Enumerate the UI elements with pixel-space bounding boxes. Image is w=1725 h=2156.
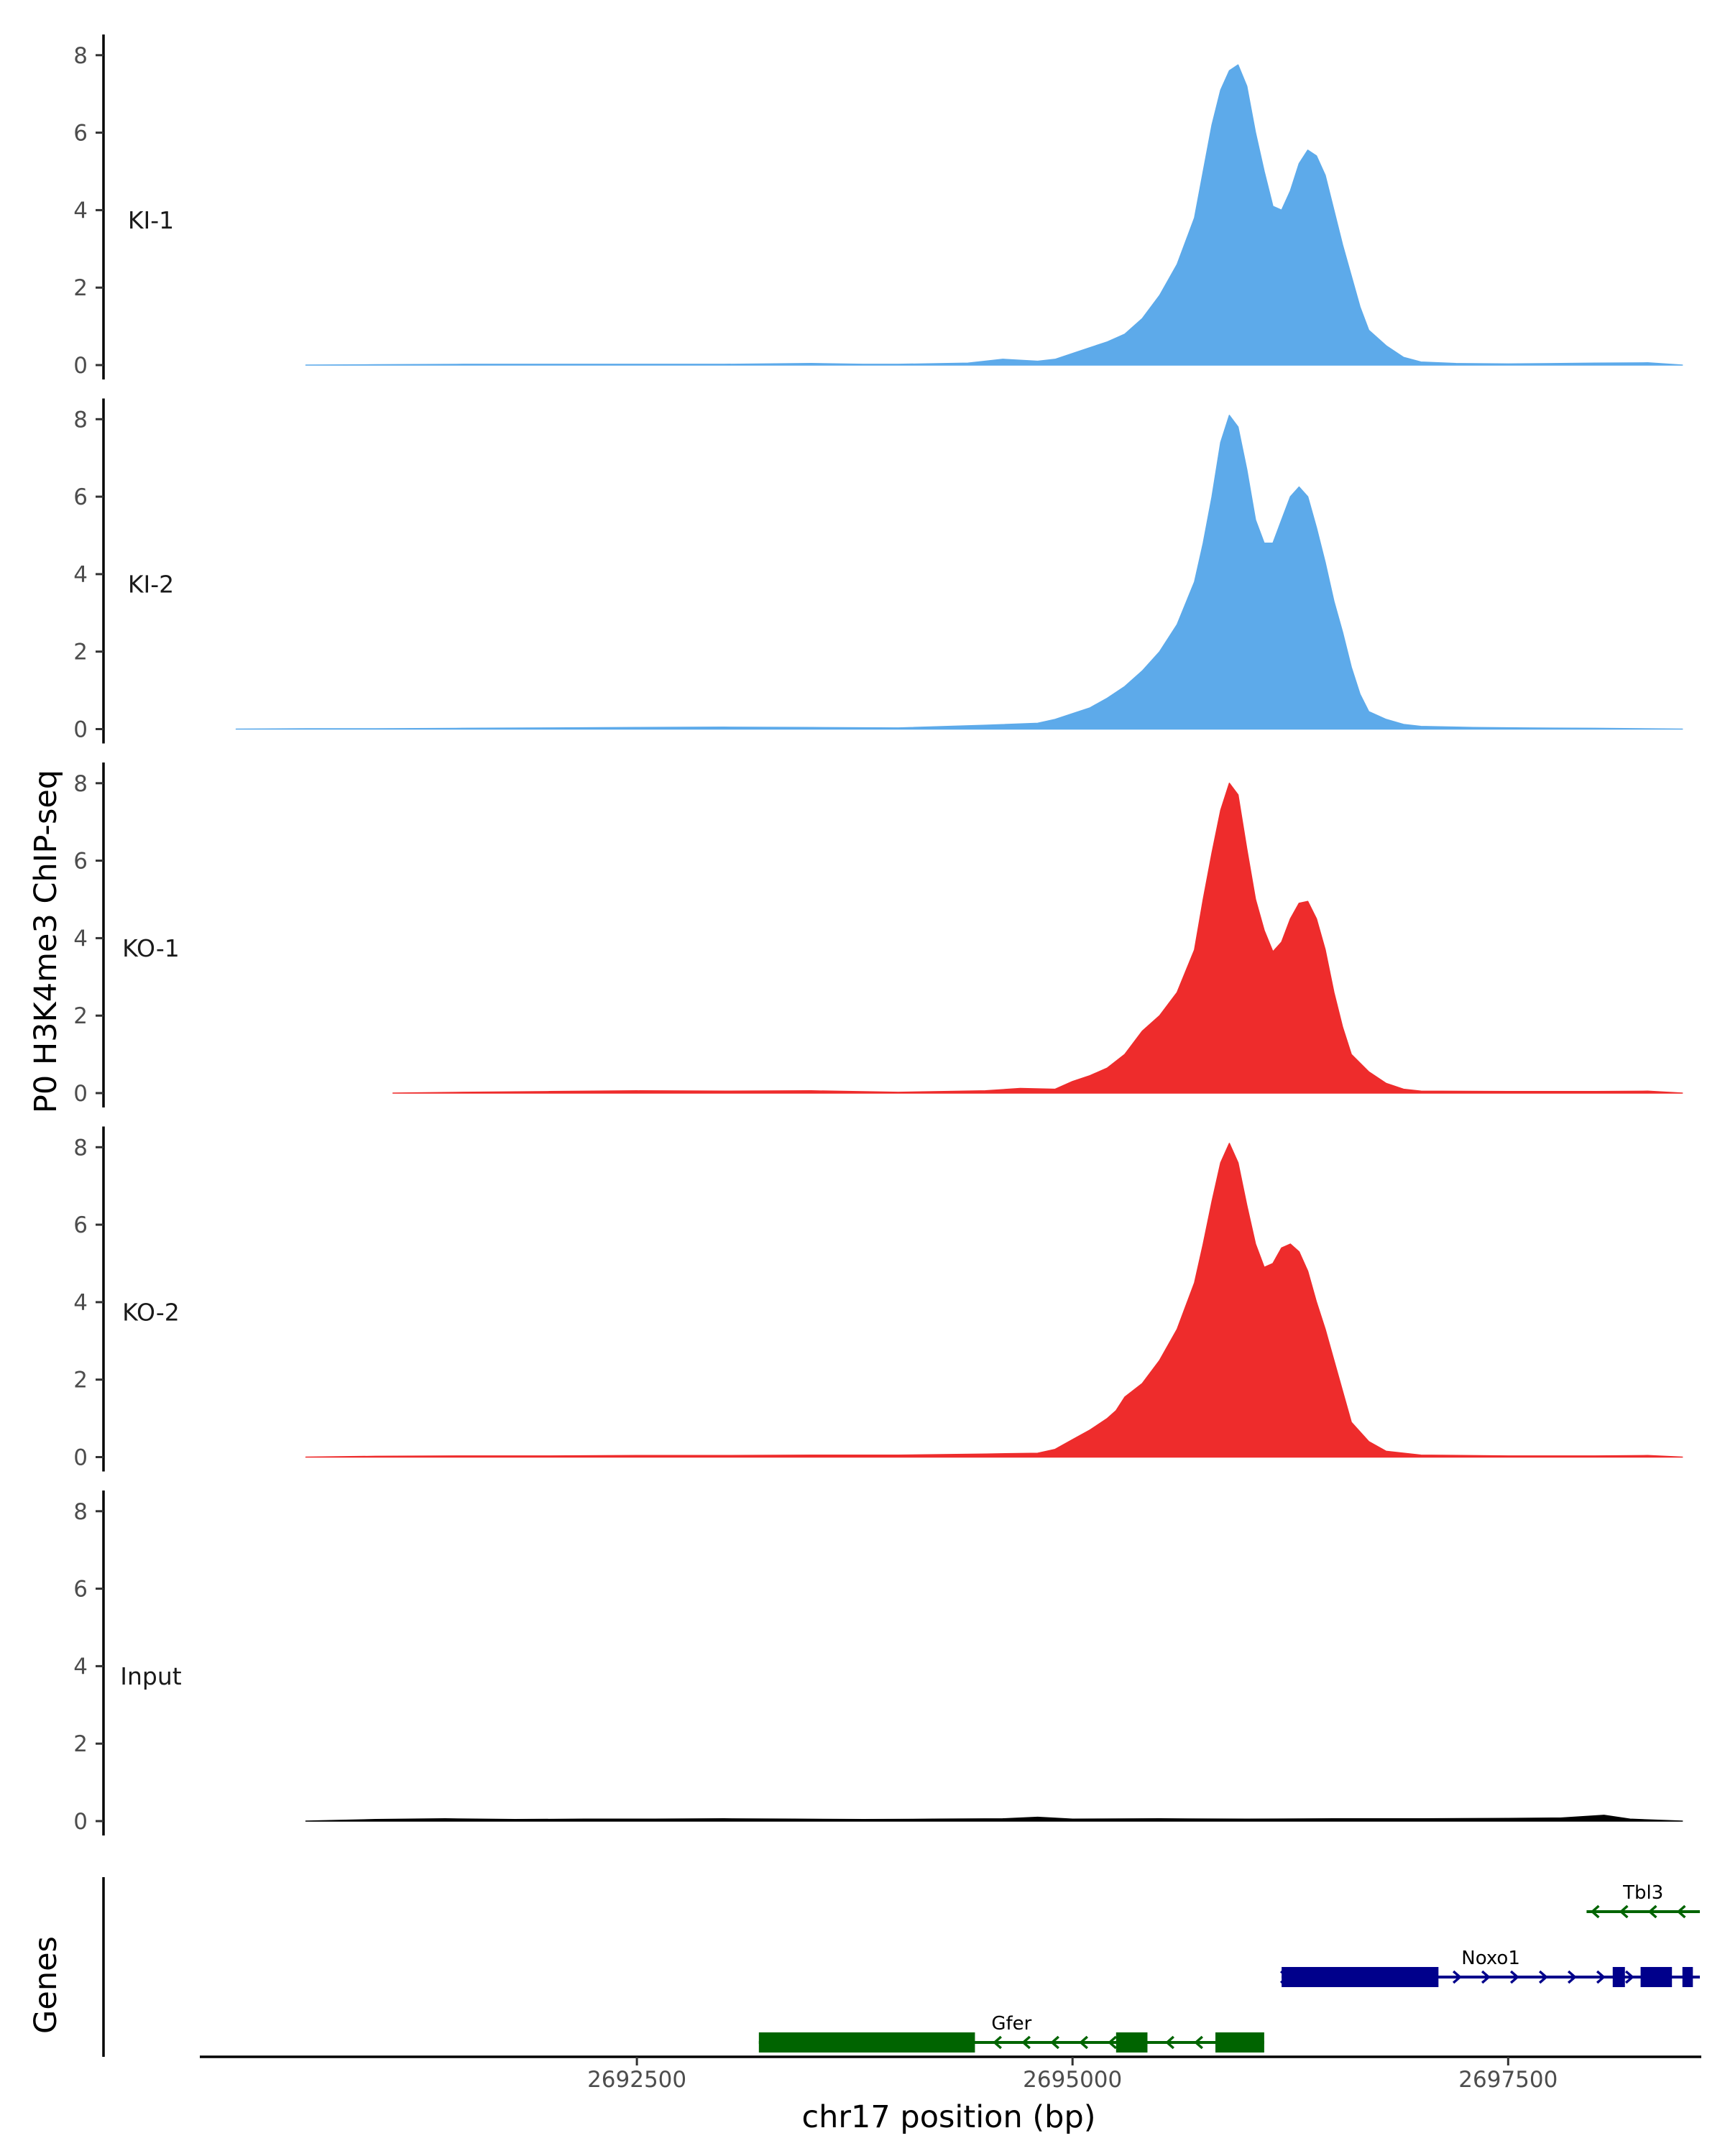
y-tick-label: 2 [73, 1731, 88, 1757]
strand-arrow [1050, 2035, 1059, 2050]
coverage-area [235, 415, 1683, 730]
strand-arrow [1538, 1970, 1548, 1984]
strand-arrow [1021, 2035, 1031, 2050]
coverage-area [392, 783, 1683, 1094]
gene-name-label: Noxo1 [1461, 1948, 1520, 1969]
gene-model: Gfer [758, 2013, 1264, 2053]
y-tick-label: 4 [73, 198, 88, 224]
genes-axis-title: Genes [28, 1936, 64, 2034]
track-label: KO-2 [122, 1299, 180, 1327]
y-tick-label: 4 [73, 562, 88, 588]
gene-name-label: Gfer [991, 2013, 1031, 2035]
gene-model: Noxo1 [1279, 1948, 1700, 1987]
exon [1640, 1967, 1673, 1987]
strand-arrow [1624, 1970, 1634, 1984]
y-tick-label: 6 [73, 484, 88, 510]
y-tick-label: 4 [73, 926, 88, 952]
track-label: KO-1 [122, 934, 180, 962]
coverage-area [305, 64, 1683, 366]
coverage-area [305, 1815, 1683, 1822]
track-label: Input [120, 1662, 182, 1690]
strand-arrow [1509, 1970, 1519, 1984]
gene-model: Tbl3 [1586, 1882, 1700, 1919]
strand-arrow [1619, 1904, 1629, 1919]
strand-arrow [1108, 2035, 1117, 2050]
coverage-area [305, 1143, 1683, 1458]
track-panel: 0 2 4 6 8 Input [73, 1491, 1683, 1835]
strand-arrow [1165, 2035, 1174, 2050]
y-tick-label: 2 [73, 1368, 88, 1393]
y-tick-label: 0 [73, 1809, 88, 1835]
y-axis-title: P0 H3K4me3 ChIP-seq [28, 770, 64, 1113]
track-label: KI-1 [128, 206, 174, 234]
track-panel: 0 2 4 6 8 KI-1 [73, 34, 1683, 379]
exon [1282, 1967, 1439, 1987]
x-axis: 2692500 2695000 2697500 [200, 2055, 1701, 2093]
strand-arrow [1676, 1904, 1686, 1919]
strand-arrow [1194, 2035, 1203, 2050]
x-tick-label: 2697500 [1458, 2067, 1558, 2093]
y-tick-label: 6 [73, 1577, 88, 1603]
coverage-tracks: 0 2 4 6 8 KI-1 0 2 4 6 8 KI-2 0 2 4 6 8 KO-1 0 2 4 6 8 KO-2 0 2 4 6… [73, 34, 1683, 1835]
strand-arrow [1647, 1904, 1657, 1919]
y-tick-label: 6 [73, 849, 88, 875]
gene-name-label: Tbl3 [1622, 1882, 1663, 1904]
y-tick-label: 4 [73, 1654, 88, 1680]
y-tick-label: 8 [73, 407, 88, 433]
exon [1682, 1967, 1693, 1987]
y-tick-label: 8 [73, 1499, 88, 1525]
track-panel: 0 2 4 6 8 KO-2 [73, 1126, 1683, 1472]
y-tick-label: 0 [73, 353, 88, 379]
y-tick-label: 2 [73, 275, 88, 301]
y-tick-label: 8 [73, 771, 88, 797]
exon [1215, 2032, 1264, 2053]
strand-arrow [1481, 1970, 1491, 1984]
strand-arrow [1079, 2035, 1088, 2050]
y-tick-label: 2 [73, 1003, 88, 1029]
y-tick-label: 0 [73, 1081, 88, 1107]
exon [758, 2032, 975, 2053]
x-tick-label: 2695000 [1023, 2067, 1122, 2093]
x-axis-title: chr17 position (bp) [801, 2099, 1095, 2135]
strand-arrow [1452, 1970, 1462, 1984]
exon [1116, 2032, 1148, 2053]
y-tick-label: 6 [73, 121, 88, 147]
strand-arrow [1590, 1904, 1600, 1919]
y-tick-label: 8 [73, 1135, 88, 1161]
gene-annotation-track: Gfer Noxo1 Tbl3 [102, 1877, 1700, 2057]
y-tick-label: 0 [73, 1445, 88, 1471]
y-tick-label: 2 [73, 640, 88, 665]
track-panel: 0 2 4 6 8 KO-1 [73, 763, 1683, 1107]
strand-arrow [1596, 1970, 1606, 1984]
y-tick-label: 8 [73, 43, 88, 69]
exon [1612, 1967, 1625, 1987]
strand-arrow [1567, 1970, 1577, 1984]
strand-arrow [993, 2035, 1002, 2050]
y-tick-label: 0 [73, 717, 88, 743]
track-panel: 0 2 4 6 8 KI-2 [73, 398, 1683, 744]
track-label: KI-2 [128, 571, 174, 599]
y-tick-label: 4 [73, 1290, 88, 1316]
y-tick-label: 6 [73, 1212, 88, 1238]
x-tick-label: 2692500 [587, 2067, 686, 2093]
